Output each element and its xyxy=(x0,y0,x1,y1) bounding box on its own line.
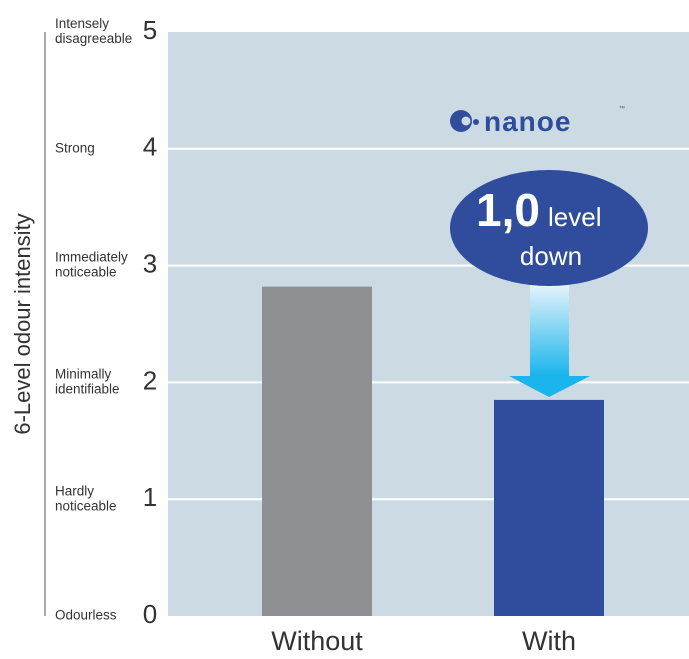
nanoe-logo: nanoe ™ xyxy=(450,105,625,137)
arrow-head xyxy=(509,376,590,397)
y-tick-label: 4 xyxy=(143,132,157,162)
y-tick-description: Immediately xyxy=(55,250,128,265)
y-axis-title: 6-Level odour intensity xyxy=(10,213,35,434)
bar-with xyxy=(494,399,604,616)
nanoe-logo-icon xyxy=(450,110,472,132)
y-tick-description: Strong xyxy=(55,140,95,155)
y-tick-description: Minimally xyxy=(55,366,112,381)
y-tick-description: Odourless xyxy=(55,608,117,623)
y-tick-description: disagreeable xyxy=(55,31,132,46)
y-tick-description: identifiable xyxy=(55,381,120,396)
bars xyxy=(262,286,604,616)
plot-area xyxy=(168,32,689,616)
y-ticks: 0Odourless1Hardlynoticeable2Minimallyide… xyxy=(55,15,157,629)
arrow-shaft xyxy=(530,284,569,376)
x-tick-label: Without xyxy=(271,626,363,656)
brand-name: nanoe xyxy=(484,106,571,137)
y-tick-description: noticeable xyxy=(55,498,117,513)
y-tick-label: 2 xyxy=(143,365,157,395)
reduction-callout: 1,0 level down xyxy=(450,170,648,286)
reduction-text: down xyxy=(520,241,582,271)
y-tick-description: Hardly xyxy=(55,483,94,498)
y-tick-description: noticeable xyxy=(55,265,117,280)
brand-trademark: ™ xyxy=(619,105,625,112)
y-tick-label: 0 xyxy=(143,599,157,629)
x-tick-label: With xyxy=(522,626,576,656)
y-tick-label: 5 xyxy=(143,15,157,45)
down-arrow xyxy=(509,284,590,397)
x-labels: Without With xyxy=(271,626,576,656)
reduction-value: 1,0 xyxy=(476,184,540,236)
y-tick-label: 3 xyxy=(143,248,157,278)
y-tick-description: Intensely xyxy=(55,16,109,31)
y-tick-label: 1 xyxy=(143,482,157,512)
bar-without xyxy=(262,286,372,616)
callout-bubble xyxy=(450,170,648,286)
reduction-unit: level xyxy=(548,202,601,232)
